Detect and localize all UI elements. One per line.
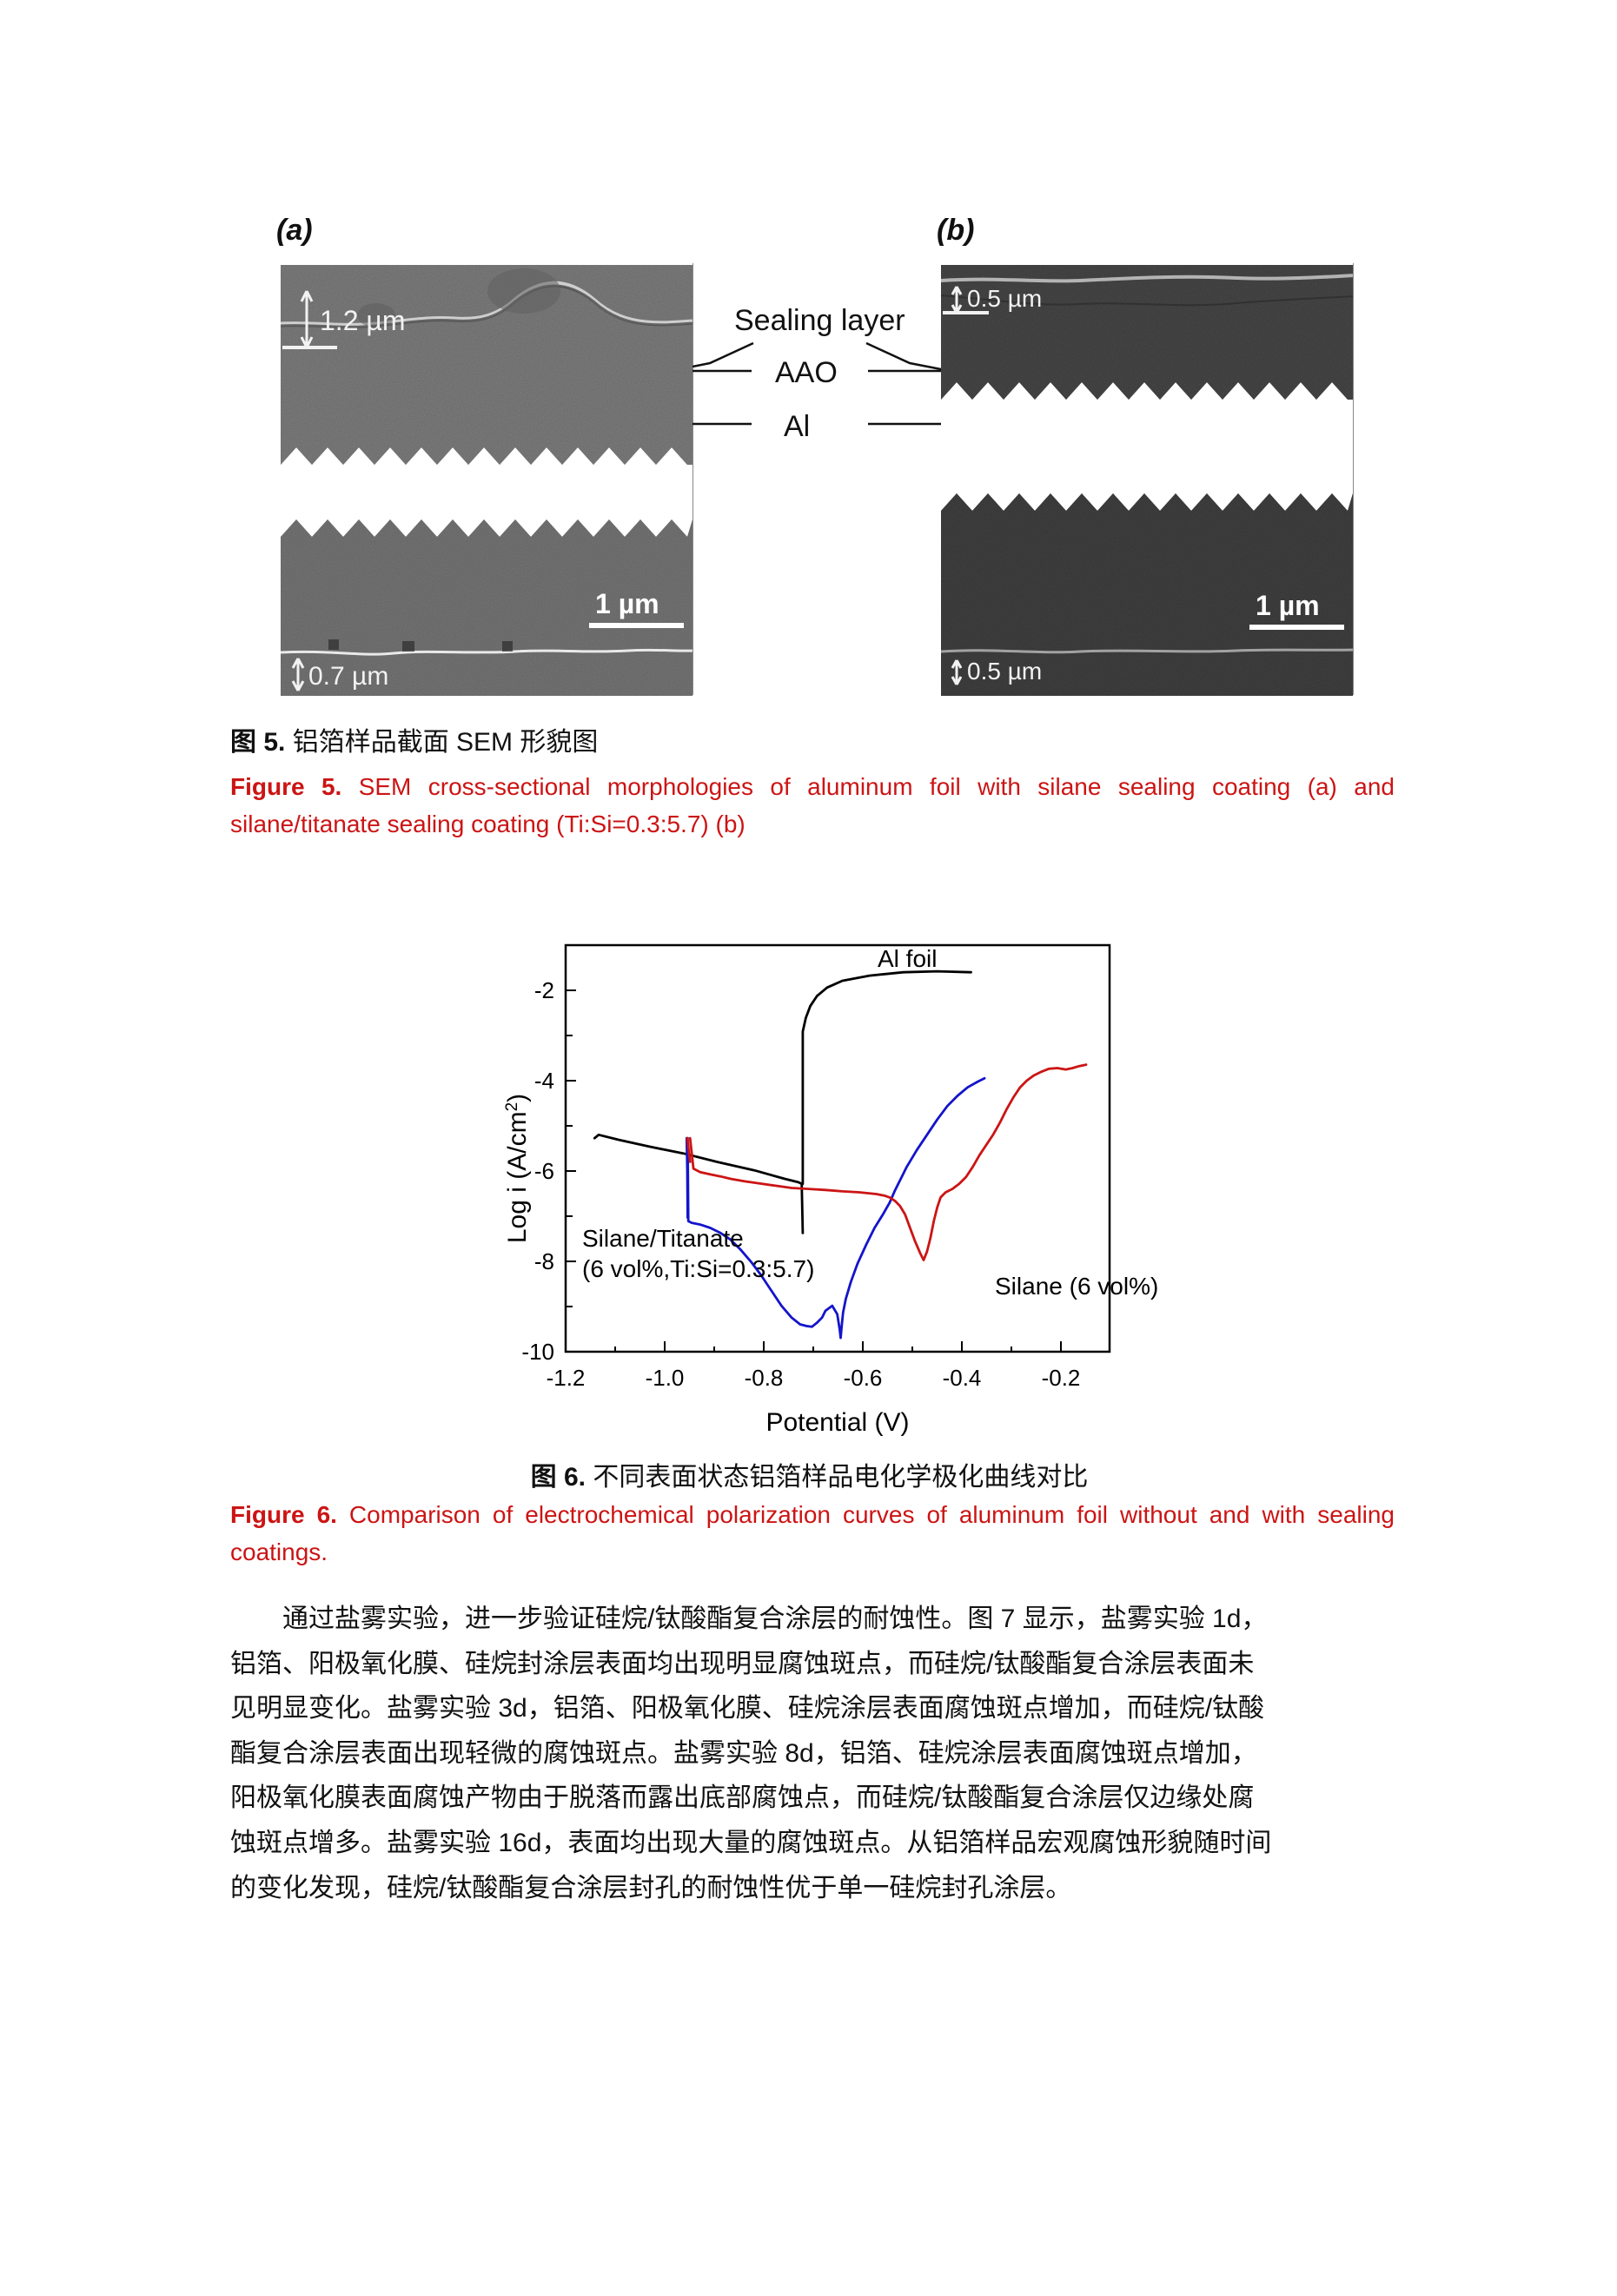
svg-text:0.5 µm: 0.5 µm xyxy=(967,285,1042,312)
svg-text:1.2 µm: 1.2 µm xyxy=(320,305,405,336)
svg-text:(6 vol%,Ti:Si=0.3:5.7): (6 vol%,Ti:Si=0.3:5.7) xyxy=(582,1255,814,1282)
svg-text:Silane (6 vol%): Silane (6 vol%) xyxy=(995,1273,1158,1300)
svg-text:0.7 µm: 0.7 µm xyxy=(308,662,388,691)
svg-text:-1.2: -1.2 xyxy=(547,1365,586,1391)
svg-text:Potential (V): Potential (V) xyxy=(765,1408,909,1437)
svg-text:-0.4: -0.4 xyxy=(943,1365,982,1391)
svg-text:-2: -2 xyxy=(534,977,554,1003)
svg-text:-4: -4 xyxy=(534,1068,554,1094)
svg-text:-0.2: -0.2 xyxy=(1042,1365,1081,1391)
svg-text:-10: -10 xyxy=(521,1339,554,1365)
svg-text:-1.0: -1.0 xyxy=(646,1365,685,1391)
svg-text:-6: -6 xyxy=(534,1158,554,1184)
svg-text:Silane/Titanate: Silane/Titanate xyxy=(582,1225,744,1252)
svg-text:-0.8: -0.8 xyxy=(745,1365,784,1391)
svg-text:Sealing layer: Sealing layer xyxy=(734,304,905,337)
svg-text:Al: Al xyxy=(784,410,810,443)
svg-text:1 µm: 1 µm xyxy=(595,588,659,619)
svg-text:-0.6: -0.6 xyxy=(844,1365,883,1391)
svg-text:-8: -8 xyxy=(534,1248,554,1274)
svg-text:Al foil: Al foil xyxy=(878,945,937,972)
svg-text:0.5 µm: 0.5 µm xyxy=(967,658,1042,685)
svg-text:1 µm: 1 µm xyxy=(1256,590,1320,621)
svg-text:Log i (A/cm2): Log i (A/cm2) xyxy=(503,1094,533,1243)
svg-text:AAO: AAO xyxy=(775,356,838,389)
